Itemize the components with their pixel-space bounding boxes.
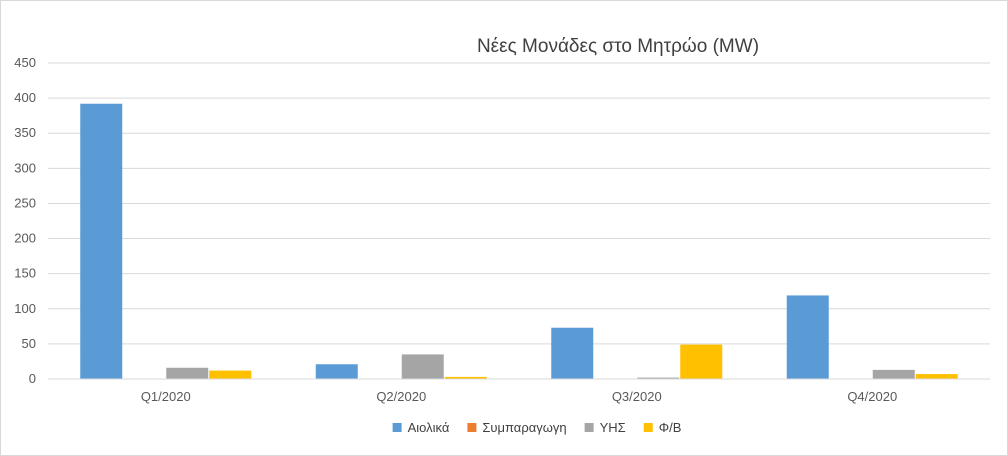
- y-tick-label: 100: [14, 301, 36, 316]
- legend-swatch: [584, 423, 594, 432]
- legend-label: Φ/Β: [659, 420, 682, 435]
- bars: [80, 103, 958, 380]
- bar-3-2: [401, 354, 444, 379]
- y-tick-label: 350: [14, 125, 36, 140]
- bar-3-4: [872, 369, 915, 379]
- legend: Αιολικά Συμπαραγωγη ΥΗΣ Φ/Β: [392, 420, 682, 435]
- y-tick-label: 200: [14, 231, 36, 246]
- chart-title: Νέες Μονάδες στο Μητρώο (MW): [477, 36, 759, 57]
- bar-1-1: [80, 103, 123, 380]
- x-tick-label: Q1/2020: [141, 389, 191, 404]
- bar-1-4: [786, 295, 829, 379]
- legend-label: ΥΗΣ: [600, 420, 626, 435]
- bar-3-1: [166, 367, 209, 379]
- y-tick-label: 300: [14, 160, 36, 175]
- y-tick-label: 0: [29, 371, 36, 386]
- bar-1-2: [315, 364, 358, 379]
- legend-swatch: [643, 423, 653, 432]
- x-axis-ticks: Q1/2020 Q2/2020 Q3/2020 Q4/2020: [141, 389, 897, 404]
- legend-swatch: [392, 423, 402, 432]
- legend-label: Συμπαραγωγη: [482, 420, 566, 435]
- bar-4-2: [444, 376, 487, 379]
- bar-1-3: [551, 327, 594, 379]
- y-tick-label: 50: [22, 336, 36, 351]
- y-tick-label: 150: [14, 266, 36, 281]
- y-axis-ticks: 0 50 100 150 200 250 300 350 400 450: [14, 55, 36, 386]
- bar-4-3: [680, 344, 723, 379]
- legend-swatch: [467, 423, 477, 432]
- legend-label: Αιολικά: [408, 420, 450, 435]
- y-tick-label: 450: [14, 55, 36, 70]
- bar-4-4: [915, 374, 958, 379]
- y-tick-label: 250: [14, 195, 36, 210]
- bar-3-3: [637, 377, 680, 379]
- y-tick-label: 400: [14, 90, 36, 105]
- gridlines: [48, 62, 990, 345]
- x-tick-label: Q4/2020: [847, 389, 897, 404]
- x-tick-label: Q3/2020: [612, 389, 662, 404]
- bar-4-1: [209, 370, 252, 379]
- x-tick-label: Q2/2020: [376, 389, 426, 404]
